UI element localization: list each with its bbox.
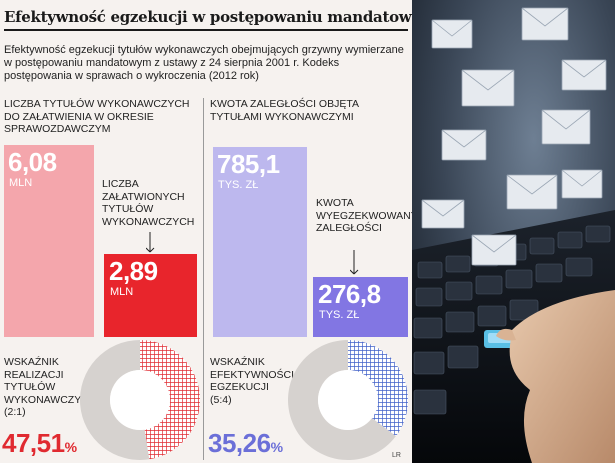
percent-value: 47,51 (2, 428, 65, 458)
chart-title: Efektywność egzekucji w postępowaniu man… (4, 8, 412, 31)
donut-hole (110, 370, 170, 430)
bar-label-enforced-arrears: KWOTA WYEGZEKWOWANYCH ZALEGŁOŚCI (316, 197, 412, 234)
bar-unit-label: TYS. ZŁ (319, 309, 360, 321)
indicator-value-effectiveness: 35,26% (208, 428, 283, 459)
donut-hole (318, 370, 378, 430)
percent-value: 35,26 (208, 428, 271, 458)
connector-arrow (350, 250, 359, 275)
indicator-label-effectiveness: WSKAŹNIK EFEKTYWNOŚCI EGZEKUCJI (5:4) (210, 356, 295, 406)
bar-label-processed-titles: LICZBA ZAŁATWIONYCH TYTUŁÓW WYKONAWCZYCH (102, 178, 195, 228)
source-label: LR (392, 452, 401, 459)
indicator-label-realization: WSKAŹNIK REALIZACJI TYTUŁÓW WYKONAWCZYCH… (4, 356, 97, 418)
indicator-value-realization: 47,51% (2, 428, 77, 459)
keyboard-envelopes-image (412, 0, 615, 463)
bar-processed-titles: 2,89 MLN (104, 254, 197, 337)
photo-keyboard-envelopes (412, 0, 615, 463)
connector-arrow (146, 232, 155, 253)
donut-effectiveness (288, 340, 408, 460)
column-divider (203, 98, 204, 460)
bar-value-label: 276,8 (318, 279, 381, 309)
bar-arrears-amount: 785,1 TYS. ZŁ (213, 147, 307, 337)
bar-unit-label: TYS. ZŁ (218, 179, 259, 191)
donut-remainder-slice (80, 340, 150, 460)
donut-value-slice (348, 340, 408, 437)
bar-unit-label: MLN (110, 286, 134, 298)
donut-value-slice (140, 340, 201, 460)
left-section-header: LICZBA TYTUŁÓW WYKONAWCZYCH DO ZAŁATWIEN… (4, 98, 190, 135)
chart-subtitle: Efektywność egzekucji tytułów wykonawczy… (4, 44, 404, 82)
bar-unit-label: MLN (9, 177, 33, 189)
bar-value-label: 6,08 (8, 147, 57, 177)
bar-value-label: 785,1 (217, 149, 280, 179)
infographic: Efektywność egzekucji w postępowaniu man… (0, 0, 412, 463)
percent-sign: % (270, 439, 283, 455)
donut-realization (80, 340, 201, 460)
right-section-header: KWOTA ZALEGŁOŚCI OBJĘTA TYTUŁAMI WYKONAW… (210, 98, 359, 123)
bar-enforced-arrears: 276,8 TYS. ZŁ (313, 277, 408, 337)
donut-remainder-slice (288, 340, 396, 460)
percent-sign: % (64, 439, 77, 455)
bar-value-label: 2,89 (109, 256, 158, 286)
bar-titles-to-process: 6,08 MLN (4, 145, 94, 337)
